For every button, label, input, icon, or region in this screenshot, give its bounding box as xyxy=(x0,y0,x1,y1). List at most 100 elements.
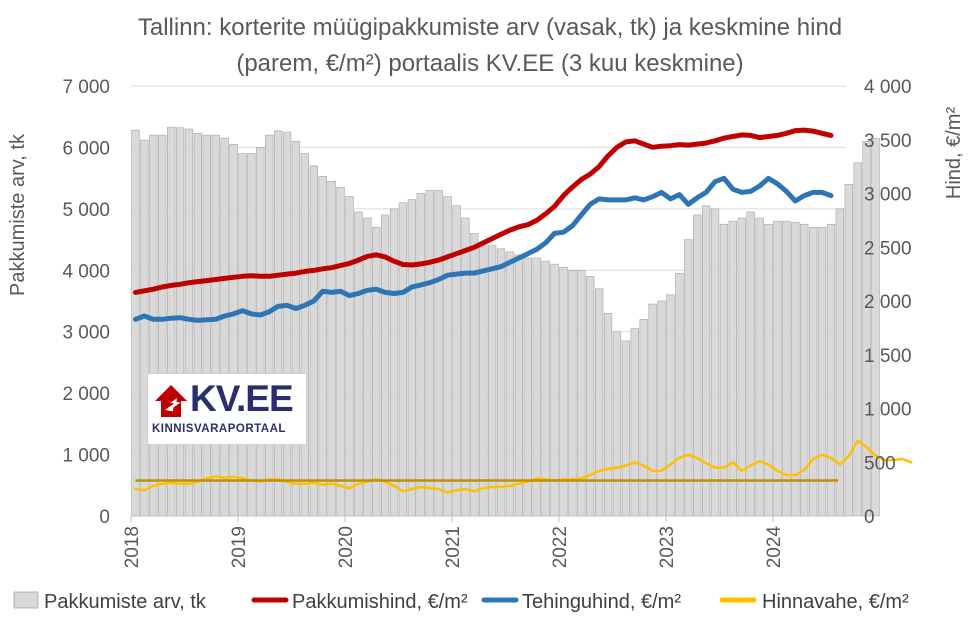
bar xyxy=(496,248,506,517)
x-tick-label: 2023 xyxy=(657,526,678,568)
legend-label: Tehinguhind, €/m² xyxy=(522,591,681,613)
y-tick-label-right: 1 000 xyxy=(864,400,912,421)
pakkumishind-line xyxy=(133,127,834,295)
bar xyxy=(372,226,381,517)
house-arrow-icon xyxy=(155,385,187,417)
y-tick-label-right: 3 500 xyxy=(864,131,912,152)
axes: 0 1 000 2 000 3 000 4 000 5 000 6 000 7 000 0 500… xyxy=(62,77,911,568)
bar xyxy=(140,139,149,517)
bar xyxy=(318,176,327,517)
tehinguhind-line xyxy=(133,175,834,323)
bar xyxy=(193,133,203,517)
bar xyxy=(398,202,408,517)
y-tick-label-left: 0 xyxy=(99,507,110,528)
bar xyxy=(273,130,283,517)
bar xyxy=(229,144,238,517)
bar xyxy=(300,153,310,517)
bar xyxy=(220,137,229,517)
x-tick-label: 2019 xyxy=(229,526,250,568)
x-tick-label: 2018 xyxy=(122,526,143,568)
bar xyxy=(487,245,497,517)
bar xyxy=(746,211,755,517)
bar xyxy=(630,328,639,517)
y-tick-label-right: 3 000 xyxy=(864,185,912,206)
bar xyxy=(461,217,470,517)
logo-name: KV.EE xyxy=(190,378,294,419)
bar xyxy=(782,220,791,517)
y-tick-label-right: 4 000 xyxy=(864,77,912,98)
bar xyxy=(389,208,399,517)
y-tick-label-right: 500 xyxy=(864,453,896,474)
bar xyxy=(211,134,220,517)
bar xyxy=(657,300,666,517)
x-tick-label: 2020 xyxy=(336,526,357,568)
bar xyxy=(238,153,247,517)
bar xyxy=(265,134,274,517)
bar xyxy=(666,294,675,517)
bar xyxy=(791,222,800,517)
bar xyxy=(131,129,140,517)
bar xyxy=(701,205,711,517)
bar xyxy=(710,208,720,517)
bar xyxy=(470,233,479,517)
bar xyxy=(808,226,818,517)
bar xyxy=(443,196,452,517)
bar xyxy=(862,140,871,517)
bar xyxy=(175,127,185,517)
bar xyxy=(282,131,292,517)
bar xyxy=(550,263,559,517)
y-tick-label-left: 5 000 xyxy=(62,200,110,221)
bar xyxy=(363,217,372,517)
bar xyxy=(158,134,167,517)
legend-swatch xyxy=(13,591,39,609)
bar xyxy=(693,214,702,517)
bar xyxy=(291,140,301,517)
bar xyxy=(817,226,827,517)
bar xyxy=(853,162,862,517)
y-tick-label-right: 2 000 xyxy=(864,292,912,313)
bar xyxy=(684,239,693,517)
y-tick-label-left: 3 000 xyxy=(62,323,110,344)
logo-tagline: KINNISVARAPORTAAL xyxy=(152,423,286,435)
y-tick-label-right: 0 xyxy=(864,507,875,528)
legend-label: Hinnavahe, €/m² xyxy=(762,591,909,613)
bar xyxy=(327,180,336,517)
bar xyxy=(345,196,354,517)
bar xyxy=(826,223,836,517)
bar xyxy=(166,126,176,517)
bar xyxy=(505,251,515,517)
bar xyxy=(523,257,532,517)
bar xyxy=(594,288,604,517)
bar xyxy=(871,137,880,517)
y-tick-label-left: 4 000 xyxy=(62,261,110,282)
y-axis-right-label: Hind, €/m² xyxy=(943,107,965,200)
bar xyxy=(764,223,773,517)
bar xyxy=(612,331,622,517)
bar xyxy=(202,134,211,517)
bar xyxy=(603,312,613,517)
legend: Pakkumiste arv, tk Pakkumishind, €/m² Tehi… xyxy=(13,591,909,613)
x-tick-label: 2022 xyxy=(550,526,571,568)
bar xyxy=(336,187,345,517)
chart-title: Tallinn: korterite müügipakkumiste arv (… xyxy=(137,14,843,77)
bar xyxy=(719,223,729,517)
y-axis-left-label: Pakkumiste arv, tk xyxy=(7,133,29,296)
legend-label: Pakkumiste arv, tk xyxy=(44,591,207,613)
bar xyxy=(835,208,845,517)
bar xyxy=(309,165,318,517)
bar xyxy=(184,128,194,517)
bar xyxy=(425,190,434,517)
bar xyxy=(149,134,158,517)
y-tick-label-left: 6 000 xyxy=(62,138,110,159)
bars-series xyxy=(131,126,880,517)
bar xyxy=(434,190,443,517)
bar xyxy=(479,242,488,517)
bar xyxy=(407,199,417,517)
kv-ee-logo: KV.EE KINNISVARAPORTAAL xyxy=(147,373,307,445)
bar xyxy=(514,254,524,517)
bar xyxy=(416,193,425,517)
bar xyxy=(621,340,631,517)
bar xyxy=(247,153,256,517)
legend-label: Pakkumishind, €/m² xyxy=(292,591,468,613)
